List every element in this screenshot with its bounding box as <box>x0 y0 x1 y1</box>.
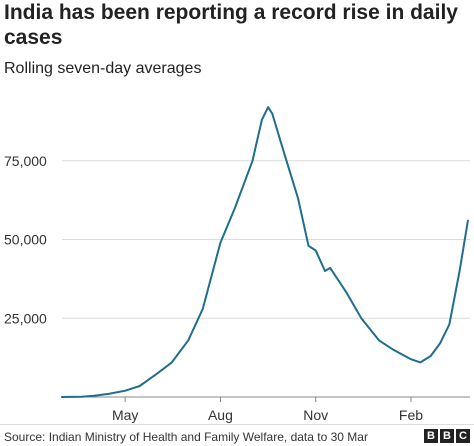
y-tick-label: 75,000 <box>4 153 47 169</box>
y-tick-label: 50,000 <box>4 232 47 248</box>
x-tick-label: Feb <box>399 407 423 423</box>
logo-letter: B <box>424 429 438 443</box>
logo-letter: C <box>456 429 470 443</box>
series-line <box>61 106 469 398</box>
y-tick-label: 25,000 <box>4 310 47 326</box>
x-tick-label: Aug <box>208 407 233 423</box>
x-tick-label: Nov <box>303 407 328 423</box>
x-tick-label: May <box>112 407 138 423</box>
logo-letter: B <box>440 429 454 443</box>
footer-divider <box>0 424 474 425</box>
chart-subtitle: Rolling seven-day averages <box>4 60 202 77</box>
chart-title: India has been reporting a record rise i… <box>4 1 458 49</box>
bbc-logo: B B C <box>424 429 470 443</box>
source-note: Source: Indian Ministry of Health and Fa… <box>4 430 368 444</box>
